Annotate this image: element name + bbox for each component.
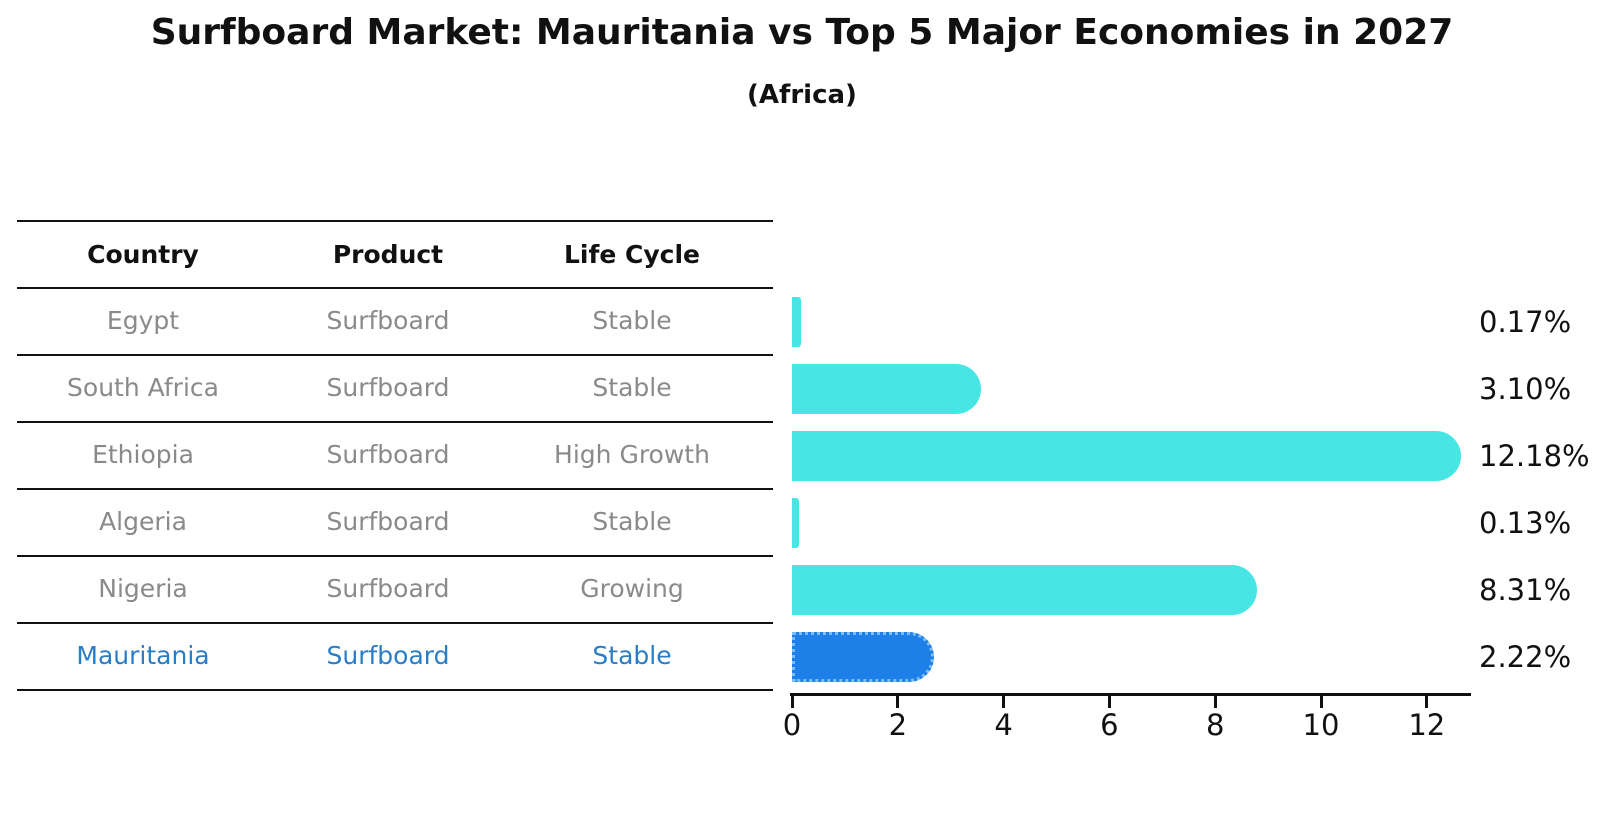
table-rule [17, 287, 773, 289]
product-cell: Surfboard [326, 373, 450, 402]
x-axis-line [790, 693, 1471, 696]
value-label: 12.18% [1479, 438, 1590, 473]
column-header-life-cycle: Life Cycle [563, 240, 701, 269]
life-cycle-cell: Stable [592, 306, 672, 335]
table-rule [17, 689, 773, 691]
product-cell: Surfboard [326, 641, 450, 670]
product-cell: Surfboard [326, 507, 450, 536]
life-cycle-cell: Stable [592, 507, 672, 536]
bar-egypt [792, 297, 801, 347]
value-label: 0.13% [1479, 505, 1572, 540]
x-axis-tick-label: 4 [994, 708, 1013, 742]
product-cell: Surfboard [326, 306, 450, 335]
x-axis-tick-label: 8 [1205, 708, 1225, 742]
x-axis-tick-label: 10 [1302, 708, 1340, 742]
country-cell: Egypt [106, 306, 180, 335]
table-rule [17, 488, 773, 490]
x-axis-tick-label: 6 [1100, 708, 1119, 742]
x-axis-tick [1002, 696, 1006, 708]
country-cell: Algeria [99, 507, 187, 536]
product-cell: Surfboard [326, 440, 450, 469]
table-rule [17, 220, 773, 222]
value-label: 0.17% [1479, 304, 1572, 339]
life-cycle-cell: High Growth [554, 440, 710, 469]
column-header-country: Country [87, 240, 199, 269]
chart-subtitle: (Africa) [747, 80, 857, 110]
product-cell: Surfboard [326, 574, 450, 603]
table-rule [17, 354, 773, 356]
bar-ethiopia [792, 431, 1462, 481]
table-rule [17, 555, 773, 557]
table-rule [17, 421, 773, 423]
x-axis-tick [1107, 696, 1111, 708]
country-cell: Nigeria [98, 574, 188, 603]
value-label: 8.31% [1479, 572, 1572, 607]
value-label: 2.22% [1479, 639, 1572, 674]
bar-south-africa [792, 364, 981, 414]
value-label: 3.10% [1479, 371, 1572, 406]
x-axis-tick [790, 696, 794, 708]
table-rule [17, 622, 773, 624]
country-cell: South Africa [67, 373, 219, 402]
bar-algeria [792, 498, 799, 548]
bar-nigeria [792, 565, 1257, 615]
chart-title: Surfboard Market: Mauritania vs Top 5 Ma… [150, 12, 1454, 53]
life-cycle-cell: Stable [592, 641, 672, 670]
x-axis-tick-label: 0 [782, 708, 802, 742]
life-cycle-cell: Stable [592, 373, 672, 402]
x-axis-tick [1319, 696, 1323, 708]
x-axis-tick-label: 12 [1408, 708, 1446, 742]
country-cell: Ethiopia [92, 440, 194, 469]
country-cell: Mauritania [76, 641, 210, 670]
life-cycle-cell: Growing [580, 574, 684, 603]
bar-mauritania-highlight [792, 632, 935, 682]
x-axis-tick-label: 2 [888, 708, 908, 742]
column-header-product: Product [332, 240, 444, 269]
x-axis-tick [896, 696, 900, 708]
x-axis-tick [1425, 696, 1429, 708]
x-axis-tick [1213, 696, 1217, 708]
